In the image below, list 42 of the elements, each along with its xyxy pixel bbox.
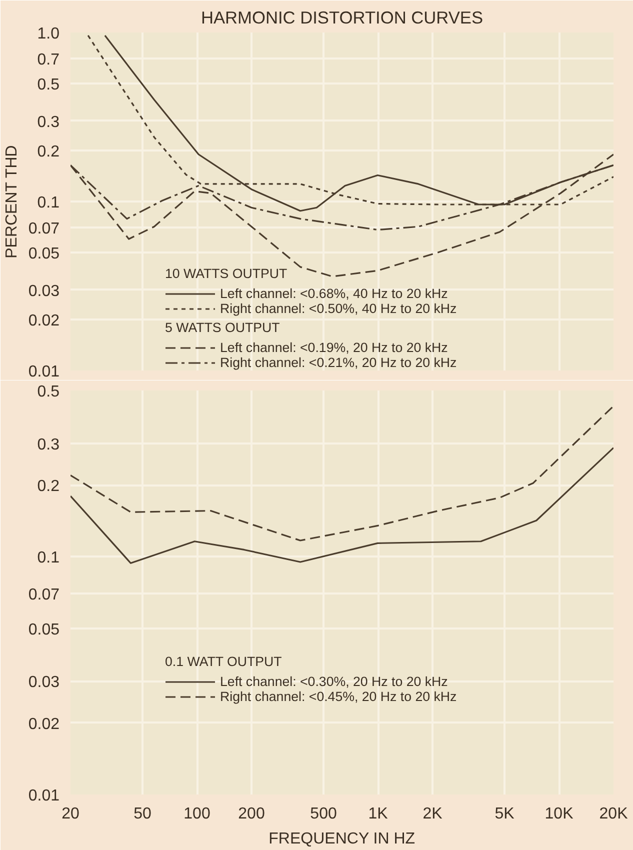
y-tick-label: 1.0 <box>37 26 60 42</box>
x-tick-label: 100 <box>184 806 210 822</box>
y-tick-label: 0.02 <box>28 312 60 330</box>
y-tick-label: 0.01 <box>28 364 60 380</box>
legend-label: Left channel: <0.19%, 20 Hz to 20 kHz <box>220 340 448 355</box>
y-tick-label: 0.5 <box>37 384 60 400</box>
y-tick-label: 0.05 <box>28 621 60 638</box>
y-tick-label: 0.2 <box>37 144 60 161</box>
annotation: 5 WATTS OUTPUT <box>165 320 281 335</box>
y-tick-label: 0.02 <box>28 716 60 733</box>
x-tick-label: 5K <box>494 806 515 822</box>
y-tick-label: 0.03 <box>28 674 60 692</box>
x-tick-label: 20 <box>62 806 80 822</box>
x-tick-label: 500 <box>310 806 337 822</box>
x-tick-label: 20K <box>599 806 628 822</box>
x-tick-label: 50 <box>134 806 152 822</box>
y-tick-label: 0.07 <box>28 586 60 604</box>
legend-label: Left channel: <0.68%, 40 Hz to 20 kHz <box>220 286 448 301</box>
x-tick-label: 1K <box>368 806 388 822</box>
legend-label: Right channel: <0.45%, 20 Hz to 20 kHz <box>220 689 457 704</box>
x-tick-label: 200 <box>238 806 265 822</box>
y-tick-label: 0.03 <box>28 282 60 300</box>
chart-title: HARMONIC DISTORTION CURVES <box>200 8 484 28</box>
y-axis-title: PERCENT THD <box>3 145 20 258</box>
legend-label: Right channel: <0.50%, 40 Hz to 20 kHz <box>220 301 457 316</box>
y-tick-label: 0.2 <box>37 478 60 496</box>
y-tick-label: 0.5 <box>37 76 60 94</box>
legend-label: Right channel: <0.21%, 20 Hz to 20 kHz <box>220 355 457 370</box>
legend-title: 10 WATTS OUTPUT <box>165 266 288 281</box>
y-tick-label: 0.7 <box>37 52 60 69</box>
y-tick-label: 0.1 <box>37 194 60 212</box>
x-tick-label: 10K <box>544 806 574 822</box>
y-tick-label: 0.07 <box>28 220 60 238</box>
legend-label: Left channel: <0.30%, 20 Hz to 20 kHz <box>220 674 448 689</box>
y-tick-label: 0.3 <box>37 436 60 454</box>
y-tick-label: 0.01 <box>28 788 60 804</box>
y-tick-label: 0.3 <box>37 114 60 131</box>
y-tick-label: 0.05 <box>28 245 60 262</box>
legend-title: 0.1 WATT OUTPUT <box>165 654 283 669</box>
x-tick-label: 2K <box>422 806 443 822</box>
y-tick-label: 0.1 <box>37 550 60 567</box>
x-axis-title: FREQUENCY IN HZ <box>268 830 416 848</box>
